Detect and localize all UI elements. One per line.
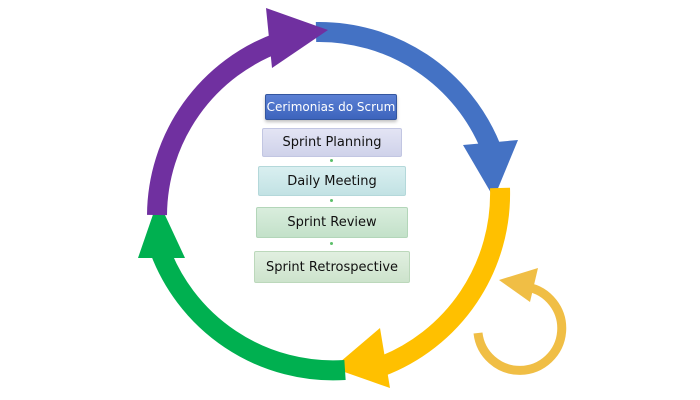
small-refresh-arrow: [473, 268, 567, 375]
green-arrowhead: [138, 200, 185, 258]
green-cycle-arrow: [148, 241, 346, 381]
purple-cycle-arrow: [147, 32, 284, 216]
step-box-daily-meeting: Daily Meeting: [258, 166, 406, 196]
blue-arrowhead: [463, 140, 518, 198]
step-box-sprint-review: Sprint Review: [256, 207, 408, 238]
connector-dot: [330, 159, 333, 162]
yellow-arrowhead: [333, 328, 390, 388]
title-box: Cerimonias do Scrum: [265, 94, 397, 120]
connector-dot: [330, 242, 333, 245]
connector-dot: [330, 199, 333, 202]
yellow-cycle-arrow: [376, 187, 511, 377]
step-box-sprint-retrospective: Sprint Retrospective: [254, 251, 410, 283]
blue-cycle-arrow: [315, 21, 501, 152]
step-box-sprint-planning: Sprint Planning: [262, 128, 402, 157]
purple-arrowhead: [266, 8, 328, 68]
